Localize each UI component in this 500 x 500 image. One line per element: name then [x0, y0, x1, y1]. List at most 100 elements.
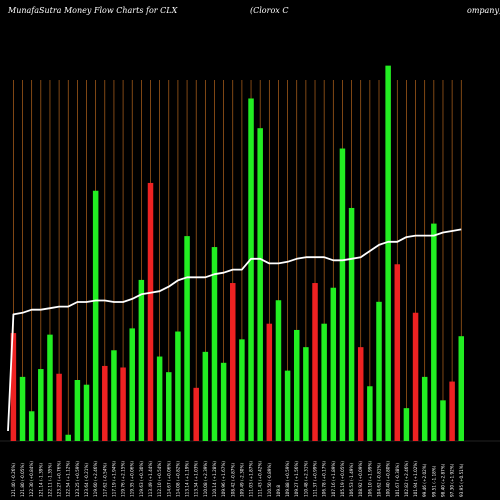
- money-flow-bar: [83, 384, 90, 441]
- money-flow-bar: [19, 376, 26, 441]
- x-tick-label: 109.8: [276, 485, 281, 497]
- money-flow-bar: [56, 373, 62, 441]
- x-tick-label: 111.43 (+0.42%): [258, 461, 263, 497]
- x-tick-label: 111.03 (+1.87%): [249, 461, 254, 497]
- x-tick-label: 122.11 (-1.35%): [47, 463, 52, 497]
- money-flow-bar: [239, 339, 245, 441]
- money-flow-bar: [10, 333, 17, 441]
- money-flow-bar: [230, 283, 236, 441]
- x-tick-label: 121.14 (-1.39%): [38, 463, 43, 497]
- money-flow-bar: [394, 264, 401, 441]
- x-tick-label: 107.16 (+1.89%): [331, 461, 336, 497]
- x-tick-label: 101.67 (-0.38%): [395, 463, 400, 497]
- x-tick-label: 114.08 (+0.82%): [175, 461, 180, 497]
- money-flow-bar: [248, 98, 254, 441]
- bars: [10, 65, 465, 442]
- money-flow-bar: [138, 279, 145, 441]
- money-flow-bar: [376, 301, 382, 441]
- money-flow-bar: [421, 376, 428, 441]
- x-tick-label: 99.46 (+2.02%): [422, 463, 427, 497]
- money-flow-bar: [385, 65, 391, 441]
- x-tick-label: 119.63 (+0.30%): [139, 461, 144, 497]
- x-tick-label: 121.40 (-0.26%): [11, 463, 16, 497]
- money-flow-bar: [120, 367, 126, 441]
- x-tick-label: 113.49 (+1.44%): [148, 461, 153, 497]
- x-tick-label: 98.40 (+2.87%): [440, 463, 445, 497]
- money-flow-bar: [175, 331, 181, 441]
- money-flow-bar: [357, 347, 364, 441]
- x-tick-label: 114.67 (+0.06%): [166, 461, 171, 497]
- money-flow-bar: [293, 329, 300, 441]
- money-flow-bar: [312, 283, 318, 441]
- money-flow-bar: [284, 370, 291, 441]
- x-tick-label: 104.62 (-0.81%): [377, 463, 382, 497]
- x-tick-label: 119.35 (+0.06%): [130, 461, 135, 497]
- x-tick-label: 109.49 (-2.30%): [239, 463, 244, 497]
- money-flow-bar: [211, 247, 218, 441]
- money-flow-bar: [275, 300, 282, 441]
- chart-title-company-suffix: ompany): [467, 6, 500, 15]
- money-flow-trend-line: [7, 228, 462, 432]
- money-flow-bar: [449, 381, 455, 441]
- x-tick-label: 109.88 (+0.59%): [285, 461, 290, 497]
- money-flow-bar: [74, 380, 81, 441]
- x-tick-label: 123.27 (+0.76%): [57, 461, 62, 497]
- x-tick-label: 97.30 (+1.92%): [450, 463, 455, 497]
- x-tick-label: 100.40 (+0.80%): [386, 461, 391, 497]
- money-flow-bar: [257, 128, 263, 441]
- x-tick-label: 108.42 (-0.87%): [230, 463, 235, 497]
- x-tick-label: 99.51 (-1.18%): [431, 465, 436, 497]
- x-tick-labels: 121.40 (-0.26%) 121.80 (-0.05%) 122.30 (+0…: [11, 461, 464, 497]
- x-tick-label: 117.62 (-0.54%): [102, 463, 107, 497]
- x-tick-label: 108.92 (+0.09%): [358, 461, 363, 497]
- money-flow-bar: [339, 148, 346, 442]
- x-tick-label: 113.34 (+1.03%): [194, 461, 199, 497]
- money-flow-bar: [266, 323, 273, 441]
- money-flow-bar: [348, 207, 355, 441]
- chart-title-company: (Clorox C: [250, 6, 288, 15]
- money-flow-bar: [102, 365, 108, 441]
- x-tick-label: 109.27 (+1.56%): [294, 461, 299, 497]
- x-tick-label: 121.80 (-0.05%): [20, 463, 25, 497]
- money-flow-bar: [129, 328, 135, 441]
- money-flow-bar: [321, 323, 327, 441]
- money-flow-bar: [28, 411, 35, 441]
- x-tick-label: 102.82 (+2.46%): [404, 461, 409, 497]
- x-tick-label: 119.76 (+2.15%): [121, 461, 126, 497]
- money-flow-bar: [431, 223, 437, 441]
- money-flow-bar: [440, 400, 446, 441]
- money-flow-bar: [458, 336, 465, 441]
- x-tick-label: 109.96 (+1.67%): [221, 461, 226, 497]
- x-tick-label: 93.95 (+0.51%): [459, 463, 464, 497]
- x-tick-label: 110.50 (-0.89%): [267, 463, 272, 497]
- money-flow-bar: [47, 334, 53, 441]
- x-tick-label: 122.54 (+1.12%): [66, 461, 71, 497]
- x-tick-label: 112.10 (+0.54%): [157, 461, 162, 497]
- money-flow-bar: [147, 182, 154, 441]
- money-flow-bar: [38, 369, 44, 441]
- x-tick-label: 105.19 (+0.05%): [340, 461, 345, 497]
- x-tick-label: 117.19 (+1.94%): [111, 461, 116, 497]
- money-flow-bar: [92, 190, 99, 441]
- trend-line-layer: [7, 228, 462, 432]
- money-flow-bar: [202, 351, 209, 441]
- money-flow-bar: [303, 347, 309, 441]
- money-flow-bar: [403, 408, 410, 441]
- x-tick-label: 111.37 (+0.99%): [313, 461, 318, 497]
- money-flow-bar: [184, 236, 190, 441]
- x-tick-label: 110.48 (+2.31%): [303, 461, 308, 497]
- money-flow-bar: [111, 350, 117, 441]
- money-flow-bar: [367, 386, 373, 441]
- money-flow-bar: [193, 387, 199, 441]
- money-flow-bar: [330, 287, 337, 441]
- chart-title: MunafaSutra Money Flow Charts for CLX: [7, 6, 178, 15]
- money-flow-bar: [156, 356, 163, 441]
- money-flow-bar: [412, 312, 419, 441]
- money-flow-bar: [220, 362, 227, 441]
- x-tick-label: 110.08 (+2.39%): [203, 461, 208, 497]
- x-tick-label: 106.10 (+1.99%): [367, 461, 372, 497]
- money-flow-bar: [166, 372, 172, 441]
- x-tick-label: 106.78 (+0.17%): [322, 461, 327, 497]
- x-tick-label: 110.14 (+1.28%): [212, 461, 217, 497]
